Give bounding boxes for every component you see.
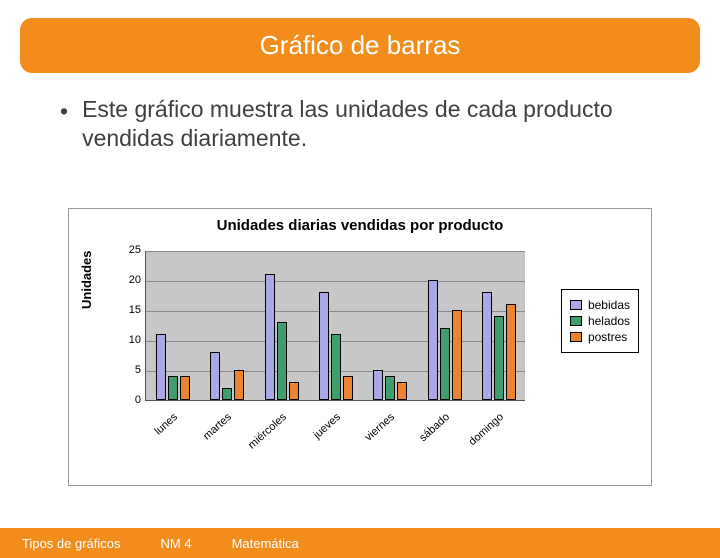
- bar-helados: [331, 334, 341, 400]
- bar-helados: [277, 322, 287, 400]
- x-tick-label: sábado: [399, 411, 452, 460]
- bar-helados: [440, 328, 450, 400]
- bullet-dot-icon: •: [60, 97, 68, 126]
- x-tick-label: martes: [182, 411, 235, 460]
- plot-area: [145, 251, 525, 401]
- y-axis-label: Unidades: [79, 250, 94, 309]
- x-tick-label: miércoles: [236, 411, 289, 460]
- bar-helados: [222, 388, 232, 400]
- bar-postres: [397, 382, 407, 400]
- gridline: [146, 281, 525, 282]
- bullet-text: Este gráfico muestra las unidades de cad…: [82, 95, 660, 153]
- bar-bebidas: [319, 292, 329, 400]
- bar-postres: [289, 382, 299, 400]
- bar-postres: [234, 370, 244, 400]
- chart-title: Unidades diarias vendidas por producto: [69, 217, 651, 234]
- bar-group: [482, 292, 516, 400]
- bar-group: [428, 280, 462, 400]
- bar-group: [156, 334, 190, 400]
- legend-label: postres: [588, 330, 627, 344]
- bullet-area: • Este gráfico muestra las unidades de c…: [60, 95, 660, 153]
- legend-label: helados: [588, 314, 630, 328]
- y-tick-label: 5: [121, 364, 141, 376]
- bar-postres: [180, 376, 190, 400]
- y-tick-label: 0: [121, 394, 141, 406]
- footer-bar: Tipos de gráficos NM 4 Matemática: [0, 528, 720, 558]
- legend-swatch: [570, 332, 582, 342]
- bar-group: [319, 292, 353, 400]
- y-tick-label: 15: [121, 304, 141, 316]
- footer-left: Tipos de gráficos: [22, 536, 121, 551]
- slide-title: Gráfico de barras: [260, 30, 461, 60]
- legend-item: postres: [570, 330, 630, 344]
- bar-bebidas: [265, 274, 275, 400]
- footer-mid: NM 4: [161, 536, 192, 551]
- x-tick-label: viernes: [345, 411, 398, 460]
- bar-bebidas: [428, 280, 438, 400]
- bar-bebidas: [482, 292, 492, 400]
- legend-label: bebidas: [588, 298, 630, 312]
- bar-postres: [343, 376, 353, 400]
- bar-group: [210, 352, 244, 400]
- bar-postres: [506, 304, 516, 400]
- bar-helados: [385, 376, 395, 400]
- legend-swatch: [570, 300, 582, 310]
- x-tick-label: jueves: [290, 411, 343, 460]
- bullet-item: • Este gráfico muestra las unidades de c…: [60, 95, 660, 153]
- x-tick-label: domingo: [453, 411, 506, 460]
- footer-right: Matemática: [232, 536, 299, 551]
- chart-container: Unidades diarias vendidas por producto U…: [68, 208, 652, 486]
- y-tick-label: 25: [121, 244, 141, 256]
- gridline: [146, 251, 525, 252]
- bar-bebidas: [373, 370, 383, 400]
- bar-bebidas: [210, 352, 220, 400]
- y-tick-label: 10: [121, 334, 141, 346]
- bar-bebidas: [156, 334, 166, 400]
- legend-swatch: [570, 316, 582, 326]
- bar-group: [373, 370, 407, 400]
- legend: bebidas helados postres: [561, 289, 639, 353]
- bar-group: [265, 274, 299, 400]
- slide-title-bar: Gráfico de barras: [20, 18, 700, 73]
- bar-postres: [452, 310, 462, 400]
- bar-helados: [494, 316, 504, 400]
- legend-item: bebidas: [570, 298, 630, 312]
- y-tick-label: 20: [121, 274, 141, 286]
- x-tick-label: lunes: [128, 411, 181, 460]
- legend-item: helados: [570, 314, 630, 328]
- bar-helados: [168, 376, 178, 400]
